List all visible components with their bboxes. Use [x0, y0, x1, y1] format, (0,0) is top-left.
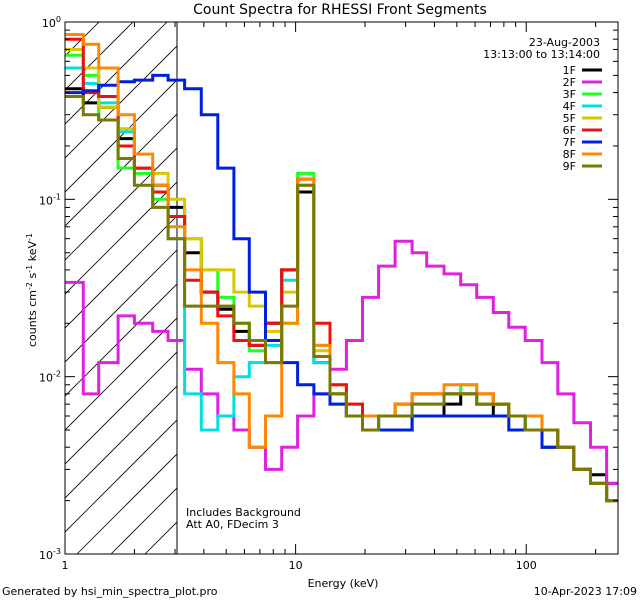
y-label-exp2: -1 — [25, 265, 34, 273]
series-line-5F — [65, 48, 618, 503]
hatch-line — [65, 113, 177, 227]
y-label-mid: s — [26, 272, 39, 281]
x-tick-label: 1 — [62, 559, 69, 572]
axis-ticks: 1 10 100 100 10-1 10-2 10-3 — [39, 15, 618, 572]
legend-label-5F: 5F — [563, 112, 576, 125]
hatch-line — [65, 22, 168, 125]
y-axis-label: counts cm-2 s-1 keV-1 — [25, 233, 39, 347]
time-range-label: 13:13:00 to 13:14:00 — [483, 48, 600, 61]
y-label-base: counts cm — [26, 290, 39, 347]
legend-label-2F: 2F — [563, 76, 576, 89]
footer-generated-by: Generated by hsi_min_spectra_plot.pro — [2, 585, 218, 598]
series-line-7F — [65, 73, 618, 503]
series-line-9F — [65, 95, 618, 503]
legend-label-6F: 6F — [563, 124, 576, 137]
plot-frame — [64, 21, 619, 555]
series-line-1F — [65, 87, 618, 485]
excluded-energy-hatch — [65, 22, 177, 554]
hatch-line — [65, 181, 177, 295]
hatch-line — [65, 351, 177, 465]
hatch-line — [110, 487, 177, 554]
y-label-end: keV — [26, 241, 39, 265]
legend-label-9F: 9F — [563, 160, 576, 173]
hatch-line — [65, 385, 177, 499]
legend-label-7F: 7F — [563, 136, 576, 149]
series-line-3F — [65, 53, 618, 503]
legend-label-1F: 1F — [563, 64, 576, 77]
series-line-8F — [65, 33, 618, 503]
series-line-4F — [65, 66, 618, 503]
annotation-background: Includes Background — [186, 506, 301, 519]
y-tick-label: 100 — [42, 15, 61, 30]
series-line-2F — [65, 239, 618, 485]
y-label-exp1: -2 — [25, 282, 34, 290]
x-tick-label: 10 — [289, 559, 303, 572]
y-tick-label: 10-1 — [39, 192, 61, 207]
annotation-attenuator: Att A0, FDecim 3 — [186, 518, 279, 531]
y-label-exp3: -1 — [25, 233, 34, 241]
hatch-line — [76, 453, 177, 554]
chart-title: Count Spectra for RHESSI Front Segments — [193, 2, 487, 18]
legend-label-4F: 4F — [563, 100, 576, 113]
y-tick-label: 10-3 — [39, 547, 61, 562]
date-label: 23-Aug-2003 — [529, 36, 600, 49]
hatch-line — [65, 419, 177, 533]
footer-timestamp: 10-Apr-2023 17:09 — [534, 585, 637, 598]
x-tick-label: 100 — [516, 559, 537, 572]
x-axis-label: Energy (keV) — [308, 577, 379, 590]
series-layer — [65, 33, 618, 503]
hatch-line — [65, 147, 177, 261]
legend-label-3F: 3F — [563, 88, 576, 101]
y-tick-label: 10-2 — [39, 370, 61, 385]
legend-label-8F: 8F — [563, 148, 576, 161]
